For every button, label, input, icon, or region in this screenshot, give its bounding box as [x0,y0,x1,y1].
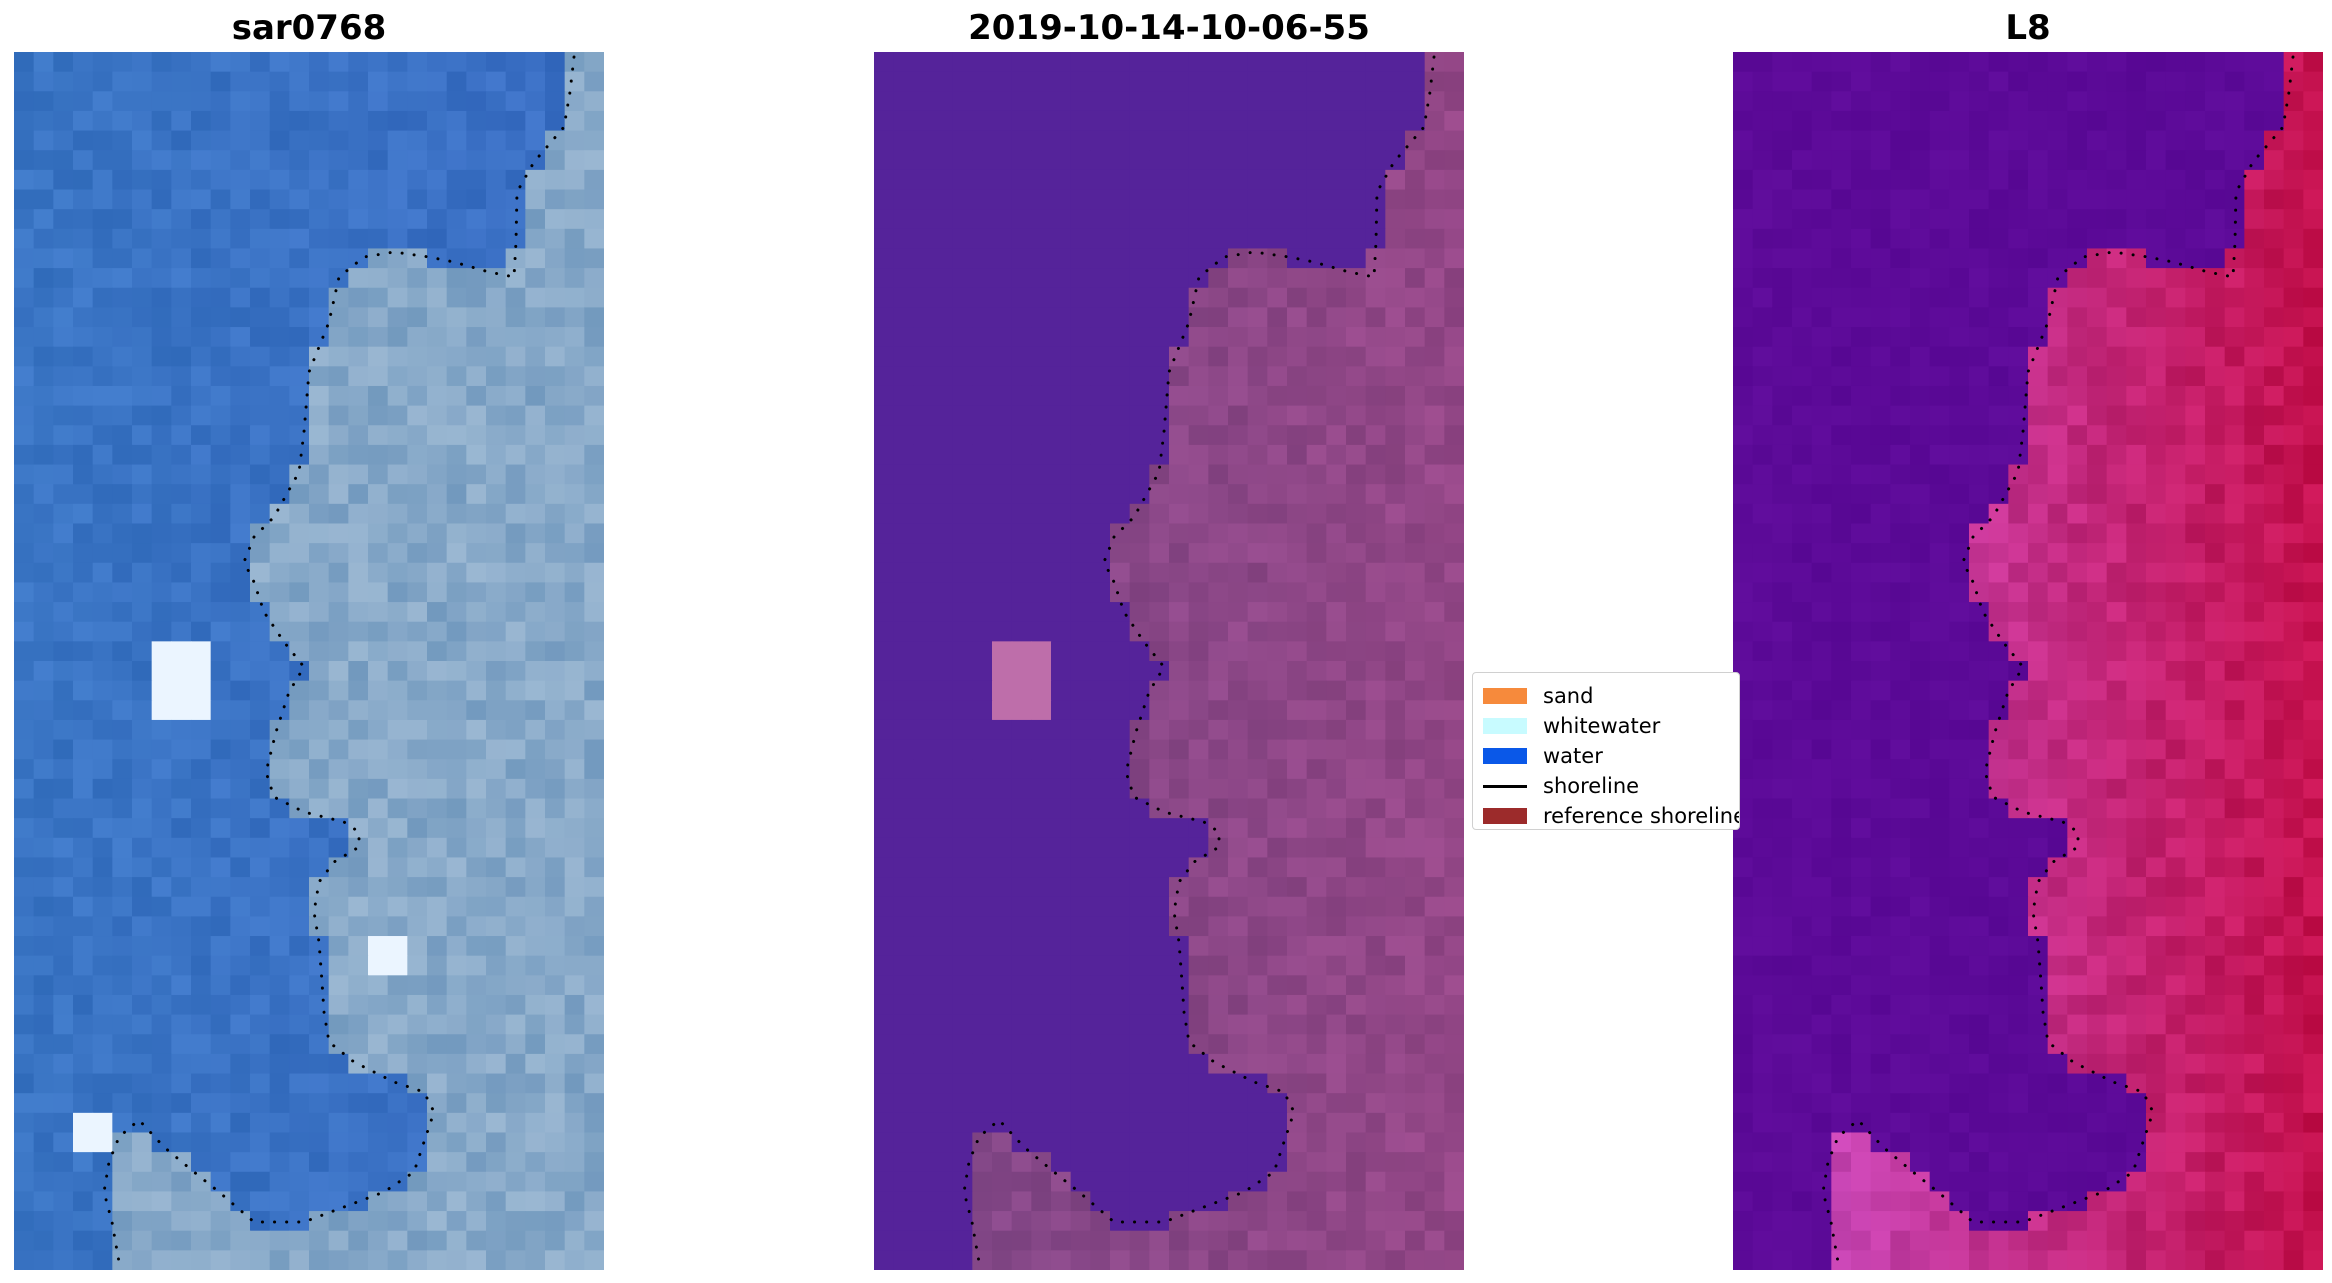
legend-item-water: water [1483,741,1739,771]
legend-item-sand: sand [1483,681,1739,711]
legend-label: water [1543,744,1603,768]
legend-item-shoreline: shoreline [1483,771,1739,801]
legend-item-reference-shoreline: reference shoreline [1483,801,1740,829]
index-image [1733,52,2323,1270]
legend-label: shoreline [1543,774,1640,798]
classified-image [874,52,1464,1270]
panel-title-l8: L8 [2005,8,2051,48]
legend-item-whitewater: whitewater [1483,711,1739,741]
rgb-image-panel [14,52,604,1270]
legend-label: sand [1543,684,1594,708]
legend-line-shoreline [1483,784,1527,788]
legend-swatch-water [1483,748,1527,764]
panel-title-date: 2019-10-14-10-06-55 [968,8,1370,48]
legend-swatch-sand [1483,688,1527,704]
classified-image-panel [874,52,1464,1270]
rgb-image [14,52,604,1270]
panel-title-sar: sar0768 [231,8,387,48]
legend-swatch-whitewater [1483,718,1527,734]
index-image-panel [1733,52,2323,1270]
legend-label: reference shoreline [1543,804,1740,828]
legend-swatch-reference-shoreline [1483,808,1527,824]
legend-label: whitewater [1543,714,1661,738]
legend: sand whitewater water shoreline referenc… [1472,672,1740,830]
